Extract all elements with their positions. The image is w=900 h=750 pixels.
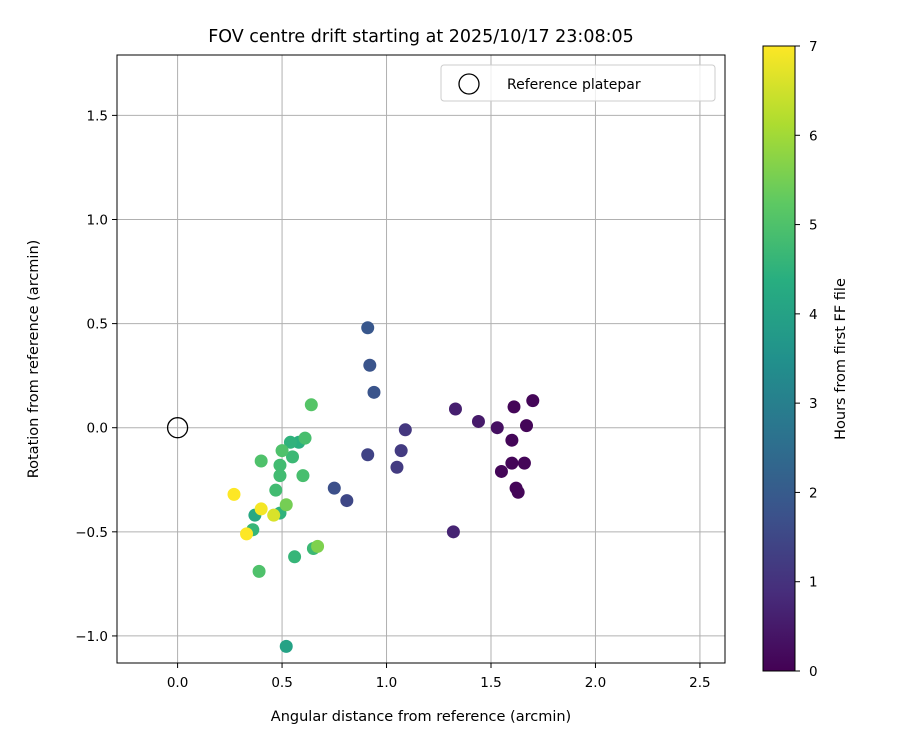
data-point	[283, 435, 297, 449]
data-point	[298, 431, 312, 445]
data-point	[286, 450, 300, 464]
data-point	[505, 456, 519, 470]
y-tick-label: −0.5	[75, 525, 108, 541]
colorbar-tick-label: 0	[809, 664, 818, 680]
data-point	[361, 321, 375, 335]
data-point	[507, 400, 521, 414]
y-tick-label: 0.0	[87, 421, 108, 437]
colorbar-ticks: 0 1 2 3 4 5 6 7	[795, 39, 818, 680]
legend-box	[440, 64, 716, 102]
colorbar-tick-label: 2	[809, 485, 818, 501]
data-point	[279, 498, 293, 512]
data-point	[363, 358, 377, 372]
colorbar-tick-label: 3	[809, 396, 818, 412]
y-tick-label: −1.0	[75, 629, 108, 645]
colorbar-frame	[762, 45, 796, 672]
data-point	[275, 444, 289, 458]
x-axis-ticks: 0.0 0.5 1.0 1.5 2.0 2.5	[167, 663, 711, 691]
data-point	[520, 419, 534, 433]
data-point	[526, 394, 540, 408]
data-point	[267, 508, 281, 522]
data-point	[398, 423, 412, 437]
colorbar-label: Hours from first FF file	[833, 278, 849, 440]
data-point	[327, 481, 341, 495]
legend: Reference platepar	[440, 64, 716, 102]
x-tick-label: 0.5	[271, 675, 292, 691]
data-point	[240, 527, 254, 541]
colorbar-tick-label: 6	[809, 128, 818, 144]
y-axis-ticks: −1.0 −0.5 0.0 0.5 1.0 1.5	[75, 108, 117, 645]
data-point	[471, 414, 485, 428]
colorbar-tick-label: 5	[809, 218, 818, 234]
x-tick-label: 0.0	[167, 675, 188, 691]
data-point	[304, 398, 318, 412]
y-axis-label: Rotation from reference (arcmin)	[26, 240, 42, 479]
data-point	[279, 639, 293, 653]
colorbar-gradient	[763, 46, 795, 671]
legend-marker-icon	[458, 73, 480, 95]
data-point	[446, 525, 460, 539]
data-point	[340, 494, 354, 508]
data-point	[361, 448, 375, 462]
data-point	[490, 421, 504, 435]
x-tick-label: 1.5	[480, 675, 501, 691]
data-point	[296, 469, 310, 483]
y-tick-label: 0.5	[87, 317, 108, 333]
data-point	[505, 433, 519, 447]
x-axis-label: Angular distance from reference (arcmin)	[271, 709, 571, 725]
data-point	[273, 469, 287, 483]
data-point	[390, 460, 404, 474]
data-point	[511, 485, 525, 499]
x-tick-label: 2.5	[689, 675, 710, 691]
x-tick-label: 1.0	[376, 675, 397, 691]
data-point	[254, 502, 268, 516]
data-point	[269, 483, 283, 497]
data-point	[254, 454, 268, 468]
grid	[117, 55, 725, 663]
data-point	[367, 385, 381, 399]
plot-frame	[116, 54, 726, 664]
data-point	[448, 402, 462, 416]
data-point	[227, 487, 241, 501]
data-point	[394, 444, 408, 458]
colorbar: 0 1 2 3 4 5 6 7 Hours from first FF file	[762, 39, 849, 680]
data-point	[273, 458, 287, 472]
data-point	[252, 564, 266, 578]
colorbar-tick-label: 1	[809, 575, 818, 591]
data-point	[494, 464, 508, 478]
chart-title: FOV centre drift starting at 2025/10/17 …	[208, 27, 634, 47]
data-points	[166, 321, 540, 653]
data-point	[288, 550, 302, 564]
legend-label: Reference platepar	[507, 77, 641, 93]
data-point	[311, 539, 325, 553]
colorbar-tick-label: 7	[809, 39, 818, 55]
colorbar-tick-label: 4	[809, 307, 818, 323]
reference-platepar-marker	[166, 417, 189, 439]
y-tick-label: 1.0	[87, 212, 108, 228]
y-tick-label: 1.5	[87, 108, 108, 124]
data-point	[517, 456, 531, 470]
x-tick-label: 2.0	[585, 675, 606, 691]
